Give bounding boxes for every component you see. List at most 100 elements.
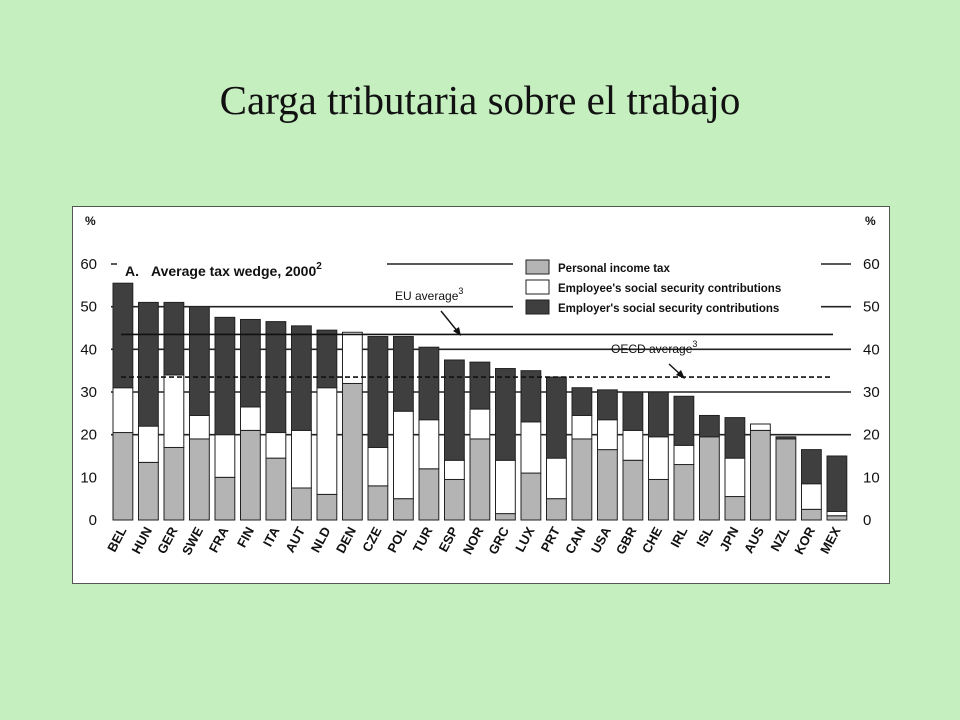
bar-personal-income-tax <box>801 508 822 521</box>
bar-employee-ssc <box>495 459 516 515</box>
category-label: FIN <box>234 524 257 550</box>
bar-personal-income-tax <box>724 496 746 521</box>
y-tick-left: 50 <box>80 299 97 316</box>
category-label: GBR <box>613 524 640 557</box>
bar-personal-income-tax <box>546 498 567 521</box>
category-label: HUN <box>129 524 155 556</box>
bar-employer-ssc <box>699 414 720 438</box>
category-label: CAN <box>562 524 588 556</box>
bar-employer-ssc <box>648 391 669 438</box>
bar-employer-ssc <box>673 395 695 446</box>
category-label: GER <box>154 524 181 556</box>
bar-employer-ssc <box>546 376 567 459</box>
bar-employee-ssc <box>622 429 644 461</box>
category-label: FRA <box>206 524 232 555</box>
bar-employee-ssc <box>189 414 210 440</box>
bar-employer-ssc <box>495 368 516 461</box>
category-label: IRL <box>667 524 690 550</box>
category-label: NOR <box>460 524 487 557</box>
bar-employer-ssc <box>240 318 261 408</box>
bar-employer-ssc <box>801 449 822 485</box>
category-label: ESP <box>436 524 462 554</box>
bar-personal-income-tax <box>163 446 185 521</box>
y-tick-right: 20 <box>863 427 880 444</box>
bar-employee-ssc <box>393 410 414 500</box>
bar-employee-ssc <box>801 483 822 510</box>
chart-figure: %% 0 0 10 10 20 20 30 30 40 40 50 50 60 60 EU average3… <box>72 206 890 584</box>
bar-personal-income-tax <box>367 485 389 521</box>
bar-employer-ssc <box>520 370 542 423</box>
legend: A. Average tax wedge, 20002 Personal incom… <box>117 255 821 323</box>
axes: % % 0 0 10 10 20 20 30 30 40 40 50 50 60 60 <box>80 214 879 529</box>
bar-employer-ssc <box>393 336 414 412</box>
bar-personal-income-tax <box>495 513 516 521</box>
bar-personal-income-tax <box>316 493 338 521</box>
eu-average-arrowhead <box>453 327 461 336</box>
category-label: CZE <box>359 524 385 554</box>
bar-employee-ssc <box>444 459 465 480</box>
bar-personal-income-tax <box>393 498 414 521</box>
bar-employee-ssc <box>112 387 134 434</box>
bar-personal-income-tax <box>571 438 593 521</box>
bar-employee-ssc <box>316 387 338 495</box>
bar-personal-income-tax <box>775 438 797 521</box>
eu-average-arrow <box>440 310 459 333</box>
bar-personal-income-tax <box>597 449 618 521</box>
category-label: CHE <box>639 524 665 556</box>
bar-employee-ssc <box>138 425 159 463</box>
y-tick-left: 20 <box>80 427 97 444</box>
bar-personal-income-tax <box>648 478 669 521</box>
bar-personal-income-tax <box>444 478 465 521</box>
bar-employee-ssc <box>214 434 236 478</box>
bar-personal-income-tax <box>265 457 287 521</box>
bar-personal-income-tax <box>673 464 695 521</box>
bar-employee-ssc <box>240 406 261 431</box>
bar-employer-ssc <box>775 436 797 440</box>
category-label: TUR <box>410 524 436 555</box>
bar-employer-ssc <box>724 417 746 459</box>
average-lines: EU average3 OECD average3 <box>121 286 833 379</box>
y-tick-right: 10 <box>863 469 880 486</box>
legend-swatch <box>525 279 550 295</box>
bar-employer-ssc <box>597 389 618 421</box>
bar-personal-income-tax <box>622 459 644 521</box>
y-tick-right: 50 <box>863 299 880 316</box>
unit-right: % <box>865 214 876 228</box>
legend-swatch <box>525 259 550 275</box>
bar-personal-income-tax <box>469 438 491 521</box>
legend-label: Employee's social security contributions <box>558 283 781 295</box>
bar-employer-ssc <box>418 346 440 421</box>
category-label: AUT <box>282 524 308 555</box>
bar-employee-ssc <box>648 436 669 480</box>
bar-employee-ssc <box>163 374 185 448</box>
bar-employer-ssc <box>826 455 848 512</box>
bar-employer-ssc <box>316 329 338 389</box>
oecd-average-label: OECD average3 <box>611 339 697 356</box>
category-label: JPN <box>716 524 741 553</box>
category-label: MEX <box>817 524 844 556</box>
category-label: NLD <box>308 524 334 555</box>
slide-title: Carga tributaria sobre el trabajo <box>219 77 741 123</box>
bar-employee-ssc <box>724 457 746 498</box>
category-label: AUS <box>741 524 767 556</box>
bar-employee-ssc <box>520 421 542 474</box>
bar-personal-income-tax <box>291 487 312 521</box>
legend-label: Personal income tax <box>558 263 670 275</box>
bar-personal-income-tax <box>240 429 261 521</box>
bar-employee-ssc <box>546 457 567 500</box>
bar-personal-income-tax <box>699 436 720 521</box>
bar-personal-income-tax <box>189 438 210 521</box>
legend-label: Employer's social security contributions <box>558 303 779 315</box>
unit-left: % <box>85 214 96 228</box>
legend-swatch <box>525 299 550 315</box>
category-label: USA <box>588 524 614 556</box>
bar-personal-income-tax <box>112 432 134 521</box>
y-tick-left: 30 <box>80 384 97 401</box>
bar-employee-ssc <box>597 419 618 451</box>
panel-title: Average tax wedge, 20002 <box>151 261 322 279</box>
category-label: LUX <box>512 524 538 554</box>
bar-employer-ssc <box>163 301 185 376</box>
category-label: ISL <box>693 524 716 549</box>
category-label: PRT <box>538 524 563 554</box>
